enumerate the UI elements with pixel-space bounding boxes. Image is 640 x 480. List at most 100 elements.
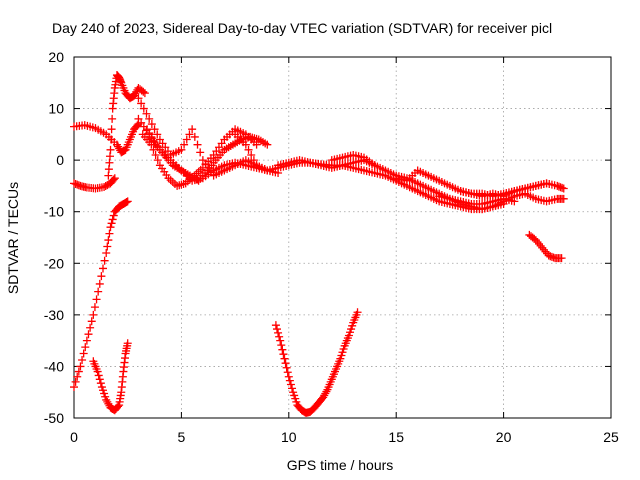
data-point — [95, 279, 104, 288]
data-point — [278, 345, 287, 354]
series-track-upper-early — [70, 120, 143, 157]
series-track-rise-deep — [70, 197, 132, 392]
data-point — [95, 375, 104, 384]
data-point — [105, 229, 114, 238]
data-point — [114, 402, 123, 411]
data-point — [241, 140, 250, 149]
data-point — [98, 264, 107, 273]
data-point — [288, 384, 297, 393]
data-point — [86, 323, 95, 332]
data-point — [277, 341, 286, 350]
chart-title: Day 240 of 2023, Sidereal Day-to-day VTE… — [52, 20, 552, 36]
data-point — [139, 104, 148, 113]
data-point — [82, 336, 91, 345]
data-point — [196, 148, 205, 157]
data-point — [559, 194, 568, 203]
y-tick-label: -10 — [44, 204, 64, 220]
data-point — [102, 248, 111, 257]
data-point — [188, 125, 197, 134]
series-track-late-5 — [456, 179, 551, 201]
data-point — [78, 355, 87, 364]
data-point — [180, 140, 189, 149]
data-point — [193, 140, 202, 149]
data-point — [90, 303, 99, 312]
grid — [74, 57, 611, 418]
data-point — [87, 317, 96, 326]
y-axis-label: SDTVAR / TECUs — [5, 182, 21, 294]
data-point — [281, 359, 290, 368]
data-point — [74, 367, 83, 376]
data-point — [194, 167, 203, 176]
axis-ticks: 0 5 10 15 20 25 20 10 0 -10 -20 -30 -40 -50 — [44, 49, 619, 445]
data-point — [97, 272, 106, 281]
data-point — [92, 295, 101, 304]
series-track-mid-3 — [143, 125, 272, 185]
data-point — [274, 328, 283, 337]
series-track-dip — [89, 339, 132, 415]
data-point — [107, 135, 116, 144]
data-point — [322, 387, 331, 396]
data-point — [284, 372, 293, 381]
data-point — [542, 179, 551, 188]
data-point — [73, 372, 82, 381]
y-tick-label: -50 — [44, 410, 64, 426]
data-point — [107, 125, 116, 134]
y-tick-label: 0 — [56, 152, 64, 168]
data-point — [109, 175, 118, 184]
data-point — [190, 132, 199, 141]
data-point — [271, 321, 280, 330]
data-point — [182, 135, 191, 144]
x-tick-label: 0 — [70, 429, 78, 445]
y-tick-label: 20 — [48, 49, 64, 65]
data-point — [282, 363, 291, 372]
x-tick-label: 10 — [281, 429, 297, 445]
data-point — [145, 114, 154, 123]
x-tick-label: 20 — [496, 429, 512, 445]
data-point — [286, 380, 295, 389]
data-point — [84, 330, 93, 339]
data-point — [81, 343, 90, 352]
data-point — [150, 125, 159, 134]
data-point — [280, 354, 289, 363]
data-point — [166, 176, 175, 185]
data-point — [557, 254, 566, 263]
y-tick-label: 10 — [48, 101, 64, 117]
series-track-mid-2 — [138, 125, 261, 190]
data-point — [559, 184, 568, 193]
data-point — [104, 236, 113, 245]
data-point — [94, 287, 103, 296]
y-tick-label: -20 — [44, 255, 64, 271]
data-point — [153, 156, 162, 165]
data-point — [107, 219, 116, 228]
data-point — [177, 145, 186, 154]
data-point — [249, 156, 258, 165]
data-point — [108, 114, 117, 123]
data-point — [353, 308, 362, 317]
data-marks — [70, 71, 568, 417]
data-point — [139, 87, 148, 96]
data-point — [276, 336, 285, 345]
data-point — [103, 242, 112, 251]
x-tick-label: 25 — [603, 429, 619, 445]
y-tick-label: -40 — [44, 358, 64, 374]
data-point — [263, 140, 272, 149]
data-point — [140, 89, 149, 98]
data-point — [123, 197, 132, 206]
series-track-v-dip — [271, 308, 362, 417]
data-point — [93, 367, 102, 376]
series-track-tail — [525, 230, 566, 263]
data-point — [151, 150, 160, 159]
data-point — [123, 339, 132, 348]
x-tick-label: 5 — [178, 429, 186, 445]
plot-frame — [73, 56, 612, 419]
data-point — [79, 349, 88, 358]
data-point — [153, 130, 162, 139]
data-point — [96, 379, 105, 388]
x-tick-label: 15 — [388, 429, 404, 445]
data-point — [134, 94, 143, 103]
data-point — [100, 256, 109, 265]
series-track-peak — [104, 71, 149, 180]
data-point — [70, 383, 78, 392]
y-tick-label: -30 — [44, 307, 64, 323]
